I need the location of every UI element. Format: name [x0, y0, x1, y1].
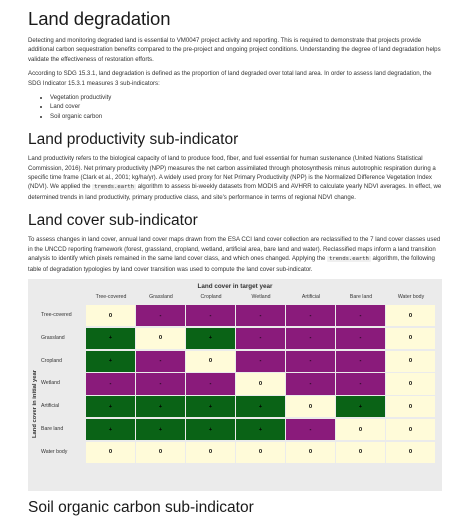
- paragraph-text: algorithm, the following table of degrad…: [28, 255, 435, 273]
- paragraph-intro: Detecting and monitoring degraded land i…: [28, 37, 441, 63]
- matrix-y-title-text: Land cover in initial year: [32, 369, 38, 438]
- matrix-cell-degradation: -: [236, 304, 285, 327]
- matrix-cell-improvement: +: [86, 350, 135, 372]
- paragraph-text: Land productivity refers to the biologic…: [28, 155, 436, 191]
- paragraph-productivity: Land productivity refers to the biologic…: [28, 154, 442, 202]
- heading-soil-organic-carbon: Soil organic carbon sub-indicator: [28, 498, 254, 516]
- matrix-cell-stable: 0: [386, 396, 435, 418]
- matrix-cell-stable: 0: [386, 373, 435, 395]
- matrix-cell-degradation: -: [136, 304, 185, 327]
- matrix-cell-improvement: +: [86, 396, 135, 418]
- matrix-cell-stable: 0: [336, 441, 385, 463]
- matrix-cell-improvement: +: [186, 396, 235, 418]
- matrix-cell-stable: 0: [236, 441, 285, 463]
- matrix-cell-degradation: -: [336, 350, 385, 372]
- matrix-cell-stable: 0: [286, 396, 335, 418]
- matrix-cell-degradation: -: [86, 373, 135, 395]
- matrix-column-header: Cropland: [200, 293, 222, 300]
- matrix-title: Land cover in target year: [197, 282, 273, 290]
- matrix-y-title: Land cover in initial year: [28, 339, 42, 469]
- paragraph-sdg: According to SDG 15.3.1, land degradatio…: [28, 70, 432, 87]
- matrix-cell-degradation: -: [336, 304, 385, 327]
- heading-land-productivity: Land productivity sub-indicator: [28, 131, 239, 149]
- matrix-cell-improvement: +: [236, 418, 285, 441]
- matrix-row-header: Water body: [41, 448, 68, 455]
- paragraph-land-cover: To assess changes in land cover, annual …: [28, 235, 442, 274]
- paragraph-text: algorithm to assess bi-weekly datasets f…: [28, 183, 442, 201]
- matrix-row-header: Grassland: [41, 334, 65, 341]
- matrix-row-header: Wetland: [41, 380, 60, 387]
- matrix-cell-stable: 0: [386, 350, 435, 372]
- matrix-cell-stable: 0: [336, 418, 385, 441]
- matrix-cell-degradation: -: [236, 327, 285, 349]
- heading-land-cover: Land cover sub-indicator: [28, 212, 198, 230]
- matrix-cell-degradation: -: [336, 327, 385, 349]
- matrix-cell-stable: 0: [186, 350, 235, 372]
- sub-indicator-list: Vegetation productivity Land cover Soil …: [28, 93, 442, 121]
- inline-code: trends.earth: [92, 184, 136, 191]
- matrix-cell-improvement: +: [236, 396, 285, 418]
- matrix-cell-degradation: -: [286, 350, 335, 372]
- matrix-row-header: Tree-covered: [41, 311, 72, 318]
- matrix-cell-degradation: -: [136, 373, 185, 395]
- matrix-cell-degradation: -: [136, 350, 185, 372]
- list-item: Vegetation productivity: [50, 93, 442, 102]
- matrix-cell-degradation: -: [186, 373, 235, 395]
- matrix-cell-stable: 0: [386, 418, 435, 441]
- matrix-cell-stable: 0: [86, 441, 135, 463]
- matrix-cell-stable: 0: [136, 441, 185, 463]
- matrix-cell-stable: 0: [386, 304, 435, 327]
- matrix-column-header: Bare land: [349, 293, 373, 300]
- matrix-cell-improvement: +: [136, 396, 185, 418]
- matrix-row-header: Artificial: [41, 403, 60, 410]
- matrix-cell-improvement: +: [186, 327, 235, 349]
- matrix-cell-stable: 0: [186, 441, 235, 463]
- matrix-column-header: Grassland: [149, 293, 173, 300]
- matrix-cell-degradation: -: [286, 304, 335, 327]
- matrix-cell-stable: 0: [386, 327, 435, 349]
- matrix-cell-improvement: +: [86, 327, 135, 349]
- land-cover-transition-matrix: Land cover in target year Land cover in …: [28, 278, 442, 491]
- matrix-cell-stable: 0: [86, 304, 135, 327]
- matrix-cell-degradation: -: [286, 327, 335, 349]
- matrix-cell-degradation: -: [336, 373, 385, 395]
- matrix-cell-improvement: +: [136, 418, 185, 441]
- matrix-cell-stable: 0: [286, 441, 335, 463]
- matrix-cell-stable: 0: [236, 373, 285, 395]
- matrix-cell-improvement: +: [186, 418, 235, 441]
- matrix-cell-degradation: -: [236, 350, 285, 372]
- list-item: Land cover: [50, 102, 442, 111]
- matrix-column-header: Artificial: [301, 293, 321, 300]
- matrix-cell-improvement: +: [336, 396, 385, 418]
- matrix-cell-degradation: -: [186, 304, 235, 327]
- paragraph-text: To assess changes in land cover, annual …: [28, 236, 441, 263]
- inline-code: trends.earth: [327, 256, 371, 263]
- matrix-cell-degradation: -: [286, 418, 335, 441]
- matrix-cell-stable: 0: [136, 327, 185, 349]
- matrix-row-header: Bare land: [41, 425, 64, 432]
- matrix-row-header: Cropland: [41, 357, 63, 364]
- matrix-column-header: Tree-covered: [95, 293, 127, 300]
- matrix-cell-degradation: -: [286, 373, 335, 395]
- heading-land-degradation: Land degradation: [28, 8, 171, 29]
- matrix-column-header: Water body: [397, 293, 425, 300]
- matrix-column-header: Wetland: [251, 293, 271, 300]
- list-item: Soil organic carbon: [50, 112, 442, 121]
- matrix-cell-improvement: +: [86, 418, 135, 441]
- matrix-cell-stable: 0: [386, 441, 435, 463]
